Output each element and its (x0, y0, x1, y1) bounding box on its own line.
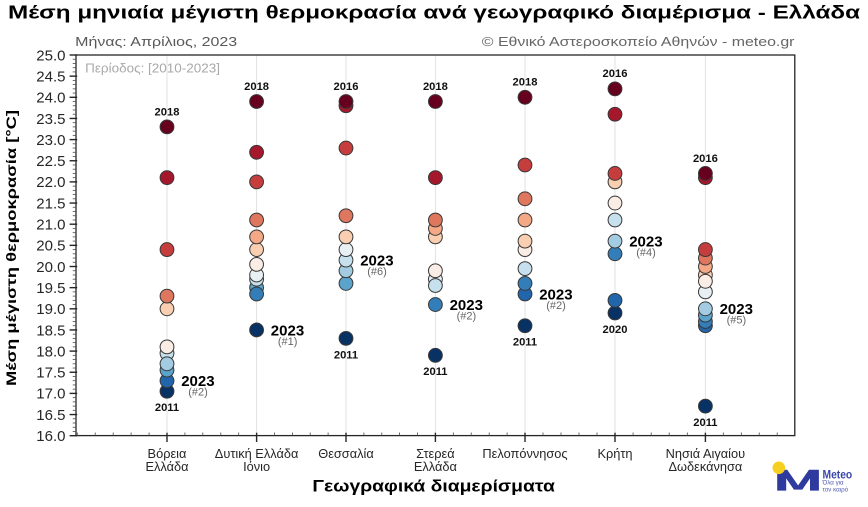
svg-text:2023: 2023 (360, 253, 393, 270)
svg-text:Βόρεια: Βόρεια (148, 446, 187, 461)
svg-text:24.0: 24.0 (36, 90, 65, 107)
svg-text:2020: 2020 (603, 324, 628, 336)
svg-text:2011: 2011 (423, 366, 447, 378)
svg-text:(#2): (#2) (188, 387, 208, 399)
svg-text:2023: 2023 (539, 286, 572, 303)
svg-text:22.5: 22.5 (36, 153, 65, 170)
svg-text:Στερεά: Στερεά (416, 446, 455, 461)
svg-text:(#2): (#2) (457, 310, 477, 322)
svg-text:25.0: 25.0 (36, 47, 65, 64)
svg-text:2016: 2016 (603, 68, 628, 80)
svg-text:Περίοδος: [2010-2023]: Περίοδος: [2010-2023] (85, 60, 220, 75)
svg-text:2011: 2011 (513, 337, 537, 349)
svg-text:2016: 2016 (334, 81, 359, 93)
svg-text:17.0: 17.0 (36, 386, 65, 403)
svg-text:2023: 2023 (271, 322, 304, 339)
svg-text:2023: 2023 (450, 297, 483, 314)
svg-text:Πελοπόννησος: Πελοπόννησος (482, 446, 567, 461)
svg-text:23.0: 23.0 (36, 132, 65, 149)
svg-text:(#5): (#5) (727, 315, 747, 327)
svg-text:Μέση μέγιστη θερμοκρασία [°C]: Μέση μέγιστη θερμοκρασία [°C] (3, 110, 19, 386)
svg-text:Δυτική Ελλάδα: Δυτική Ελλάδα (215, 446, 299, 461)
svg-text:(#6): (#6) (367, 266, 387, 278)
svg-text:18.0: 18.0 (36, 343, 65, 360)
svg-text:18.5: 18.5 (36, 322, 65, 339)
svg-text:© Εθνικό Αστεροσκοπείο Αθηνών: © Εθνικό Αστεροσκοπείο Αθηνών - meteo.gr (482, 34, 796, 49)
svg-text:Γεωγραφικά διαμερίσματα: Γεωγραφικά διαμερίσματα (312, 478, 555, 496)
svg-text:Θεσσαλία: Θεσσαλία (318, 446, 374, 461)
svg-text:2011: 2011 (693, 417, 717, 429)
svg-text:2018: 2018 (155, 106, 180, 118)
svg-text:23.5: 23.5 (36, 111, 65, 128)
svg-text:21.0: 21.0 (36, 217, 65, 234)
svg-text:16.5: 16.5 (36, 407, 65, 424)
svg-text:(#4): (#4) (636, 247, 656, 259)
svg-text:Μέση μηνιαία μέγιστη θερμοκρασ: Μέση μηνιαία μέγιστη θερμοκρασία ανά γεω… (8, 2, 861, 23)
svg-text:Meteo: Meteo (823, 468, 853, 482)
svg-text:(#2): (#2) (546, 300, 566, 312)
svg-text:2018: 2018 (244, 81, 269, 93)
svg-text:Κρήτη: Κρήτη (597, 446, 632, 461)
svg-text:2011: 2011 (155, 402, 179, 414)
svg-text:20.0: 20.0 (36, 259, 65, 276)
svg-text:16.0: 16.0 (36, 428, 65, 445)
svg-text:2018: 2018 (423, 81, 448, 93)
svg-text:Ιόνιο: Ιόνιο (243, 459, 270, 474)
svg-text:Ελλάδα: Ελλάδα (145, 459, 189, 474)
svg-text:19.0: 19.0 (36, 301, 65, 318)
svg-text:2023: 2023 (181, 373, 214, 390)
svg-text:22.0: 22.0 (36, 174, 65, 191)
svg-text:2011: 2011 (334, 349, 358, 361)
svg-text:24.5: 24.5 (36, 68, 65, 85)
svg-text:17.5: 17.5 (36, 365, 65, 382)
svg-text:2023: 2023 (720, 301, 753, 318)
svg-text:τον καιρό: τον καιρό (823, 486, 849, 493)
svg-text:Όλα για: Όλα για (822, 480, 845, 487)
svg-text:2016: 2016 (693, 153, 718, 165)
svg-text:20.5: 20.5 (36, 238, 65, 255)
svg-text:Δωδεκάνησα: Δωδεκάνησα (668, 459, 742, 474)
svg-text:Μήνας: Απρίλιος, 2023: Μήνας: Απρίλιος, 2023 (75, 34, 237, 49)
svg-text:2023: 2023 (629, 233, 662, 250)
svg-text:Νησιά Αιγαίου: Νησιά Αιγαίου (666, 446, 745, 461)
svg-text:19.5: 19.5 (36, 280, 65, 297)
svg-text:2018: 2018 (513, 77, 538, 89)
svg-text:21.5: 21.5 (36, 195, 65, 212)
svg-text:Ελλάδα: Ελλάδα (414, 459, 458, 474)
svg-text:(#1): (#1) (278, 336, 298, 348)
